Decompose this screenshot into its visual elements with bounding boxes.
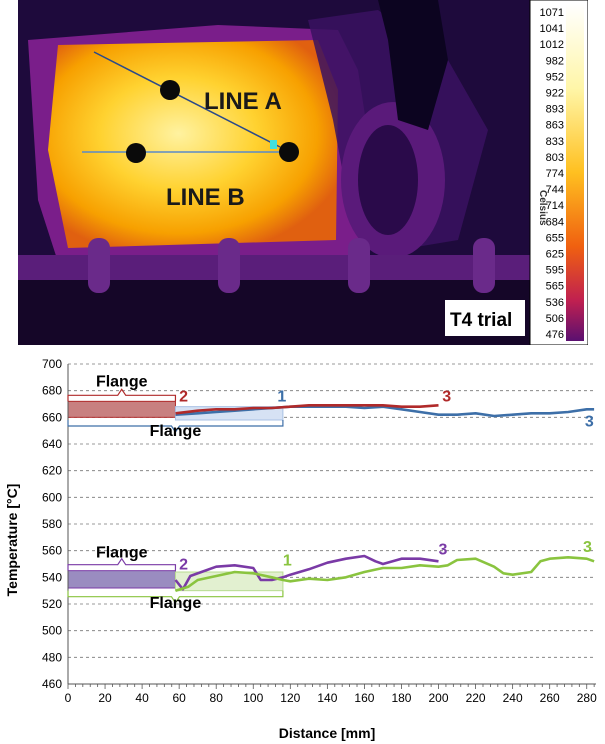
- scale-tick-label: 476: [546, 329, 564, 341]
- point-label-green: 1: [283, 552, 292, 569]
- scale-unit: Celsius: [537, 190, 548, 226]
- flange-brace: [67, 388, 177, 402]
- series-line-green: [175, 556, 595, 592]
- line-a: [93, 51, 281, 148]
- flange-label: Flange: [96, 544, 148, 561]
- y-tick-label: 700: [42, 357, 62, 371]
- flange-region-purple: [67, 570, 176, 589]
- x-tick-label: 120: [280, 691, 300, 705]
- line-b-label: LINE B: [166, 184, 245, 211]
- scale-tick-label: 1012: [540, 39, 564, 51]
- flange-brace: [67, 420, 284, 434]
- flange-brace: [67, 590, 284, 604]
- scale-tick-label: 952: [546, 71, 564, 83]
- scale-tick-label: 595: [546, 265, 564, 277]
- x-tick-label: 100: [243, 691, 263, 705]
- trial-label: T4 trial: [450, 310, 512, 331]
- trial-label-box: [445, 300, 525, 336]
- x-tick-label: 180: [391, 691, 411, 705]
- x-axis-label: Distance [mm]: [279, 725, 375, 741]
- x-tick-label: 80: [210, 691, 224, 705]
- point-label-red: 2: [179, 388, 188, 405]
- scale-tick-label: 774: [546, 168, 564, 180]
- marker-dot: [160, 80, 180, 100]
- scale-tick-label: 625: [546, 249, 564, 261]
- y-tick-label: 520: [42, 597, 62, 611]
- x-tick-label: 280: [577, 691, 597, 705]
- scale-tick-label: 1071: [540, 7, 564, 19]
- scale-tick-label: 1041: [540, 23, 564, 35]
- scale-tick-label: 922: [546, 88, 564, 100]
- scale-tick-label: 684: [546, 216, 564, 228]
- x-tick-label: 200: [429, 691, 449, 705]
- x-tick-label: 240: [503, 691, 523, 705]
- color-scale-bar: [566, 4, 584, 341]
- flange-region-red: [67, 400, 176, 418]
- x-tick-label: 140: [317, 691, 337, 705]
- scale-tick-label: 982: [546, 55, 564, 67]
- y-tick-label: 580: [42, 517, 62, 531]
- x-tick-label: 220: [466, 691, 486, 705]
- y-axis-label: Temperature [°C]: [4, 484, 20, 597]
- scale-tick-label: 863: [546, 120, 564, 132]
- x-tick-label: 260: [540, 691, 560, 705]
- x-tick-label: 60: [172, 691, 186, 705]
- y-tick-label: 680: [42, 384, 62, 398]
- x-tick-label: 0: [65, 691, 72, 705]
- scale-tick-label: 803: [546, 152, 564, 164]
- series-line-blue: [175, 405, 595, 418]
- point-label-purple: 3: [439, 542, 448, 559]
- scale-tick-label: 893: [546, 104, 564, 116]
- series-line-purple: [174, 554, 439, 591]
- flange-brace: [67, 557, 177, 571]
- x-tick-label: 20: [98, 691, 112, 705]
- y-tick-label: 620: [42, 464, 62, 478]
- temperature-chart: 460 480 500 520 540 560 580 600 620 640 660 680 700 0…: [4, 357, 597, 741]
- y-tick-label: 460: [42, 677, 62, 691]
- y-tick-label: 500: [42, 624, 62, 638]
- flange-label: Flange: [96, 374, 148, 391]
- flange-label: Flange: [150, 423, 202, 440]
- y-tick-label: 640: [42, 437, 62, 451]
- point-label-blue: 3: [585, 414, 594, 431]
- y-tick-label: 660: [42, 410, 62, 424]
- point-label-purple: 2: [179, 556, 188, 573]
- scale-tick-label: 655: [546, 232, 564, 244]
- flange-label: Flange: [150, 595, 202, 612]
- x-tick-label: 160: [354, 691, 374, 705]
- point-label-green: 3: [583, 539, 592, 556]
- scale-tick-label: 536: [546, 297, 564, 309]
- y-tick-label: 560: [42, 544, 62, 558]
- point-label-red: 3: [442, 388, 451, 405]
- y-tick-label: 540: [42, 570, 62, 584]
- thermal-image: LINE A LINE B T4 trial Celsius 107110411…: [18, 0, 588, 345]
- scale-tick-label: 833: [546, 136, 564, 148]
- scale-tick-label: 714: [546, 200, 564, 212]
- scale-tick-label: 744: [546, 184, 564, 196]
- scale-tick-label: 506: [546, 313, 564, 325]
- marker-dot: [279, 142, 299, 162]
- y-tick-label: 480: [42, 650, 62, 664]
- x-tick-label: 40: [135, 691, 149, 705]
- scale-ticks: 1071 1041 1012 982 952 922 893 863 833 803 774 744 7…: [540, 7, 564, 341]
- y-tick-label: 600: [42, 490, 62, 504]
- point-label-blue: 1: [277, 388, 286, 405]
- marker-dot: [126, 143, 146, 163]
- series-line-red: [175, 403, 439, 415]
- line-a-label: LINE A: [204, 88, 282, 115]
- scale-tick-label: 565: [546, 281, 564, 293]
